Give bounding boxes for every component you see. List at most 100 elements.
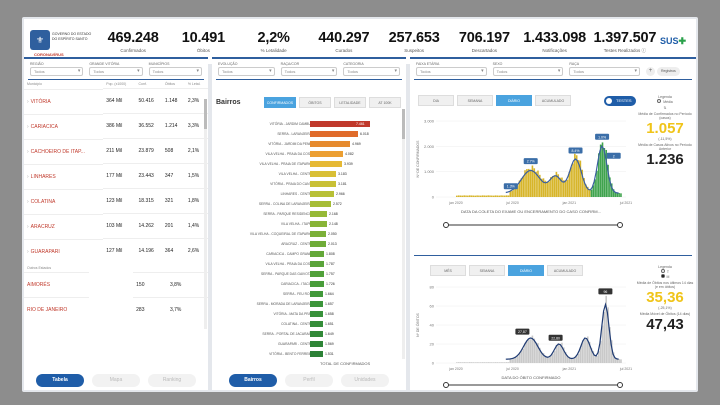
other-states-header: Outros Estados [27,265,52,270]
info-icon[interactable]: ⓘ [641,47,647,53]
table-row[interactable]: › ARACRUZ 103 Mil 14.262 201 1,4% [24,213,208,239]
tab-letalidade[interactable]: LETALIDADE [334,97,366,108]
col-letal[interactable]: % Letal. [187,82,201,86]
bairro-bar-row[interactable]: VILA VELHA - PRAIA DE ITAPARICA 3.939 [259,161,353,167]
tab-diario-obitos[interactable]: DIÁRIO [508,265,544,276]
add-icon[interactable]: + [646,66,656,76]
registros-button[interactable]: Registros [657,66,680,76]
data-bar [468,362,471,363]
data-bar [479,195,482,197]
bairros-bar-chart: VITÓRIA - JARDIM CAMBURI 7.461 SERRA - LAR… [212,121,406,361]
bairro-bar-row[interactable]: VILA VELHA - PRAIA DA COSTA 4.082 [265,151,354,157]
data-bar [575,155,578,197]
tab-acumulado-obitos[interactable]: ACUMULADO [547,265,583,276]
filter-categoria[interactable]: Categoria Todos [343,62,401,76]
bairro-bar-row[interactable]: SERRA - FEU ROSA 1.664 [283,291,334,297]
filter-grande-vitoria[interactable]: Grande Vitória Todos [89,62,143,76]
col-conf[interactable]: Conf. [138,82,147,86]
x-tick-label: jul 2021 [619,367,632,371]
bairro-bar-row[interactable]: COLATINA - CENTRO 1.651 [281,321,334,327]
tab-tabela[interactable]: Tabela [36,374,84,387]
tab-confirmados[interactable]: CONFIRMADOS [264,97,296,108]
bairro-bar-row[interactable]: CARIACICA - CAMPO GRANDE 1.808 [266,251,335,257]
table-row[interactable]: › CARIACICA 386 Mil 36.552 1.214 3,3% [24,113,208,139]
data-bar [500,362,502,363]
tab-diario[interactable]: DIÁRIO [496,95,532,106]
table-row[interactable]: › COLATINA 123 Mil 18.315 321 1,8% [24,188,208,214]
bairro-bar-row[interactable]: SERRA - PORTAL DE JACARAÍPE 1.649 [262,331,334,337]
middle-scrollbar[interactable] [402,109,405,359]
tab-unidades[interactable]: Unidades [341,374,389,387]
table-row[interactable]: › GUARAPARI 127 Mil 14.196 364 2,6% [24,238,208,264]
bairro-bar-row[interactable]: VITÓRIA - JARDIM DA PENHA 4.969 [268,141,361,147]
tab-mes[interactable]: MÊS [430,265,466,276]
bairro-bar-row[interactable]: SERRA - COLINA DE LARANJEIRAS 2.572 [258,201,342,207]
data-bar [533,168,536,197]
bairro-bar-row[interactable]: VILA VELHA - COQUEIRAL DE ITAPARICA 2.050 [249,231,337,237]
tab-mapa[interactable]: Mapa [92,374,140,387]
y-axis-label: Nº DE ÓBITOS [415,312,420,336]
program-logo-text: CORONAVÍRUS [34,51,64,57]
bairro-bar-row[interactable]: VILA VELHA - PRAIA DA COSTA 1.787 [265,261,335,267]
data-bar [557,343,560,363]
tab-semana-obitos[interactable]: SEMANA [469,265,505,276]
bairro-bar-row[interactable]: VILA VELHA - ITAPUÃ 2.148 [280,221,338,227]
tab-at100k[interactable]: AT 100K [369,97,401,108]
legend-item[interactable]: Média [636,99,694,104]
col-obitos[interactable]: Óbitos [164,82,176,86]
table-row[interactable]: › VITÓRIA 364 Mil 50.416 1.148 2,3% [24,88,208,114]
tab-bairros[interactable]: Bairros [229,374,277,387]
data-bar [472,362,475,363]
x-tick-label: jul 2020 [506,201,519,205]
bairro-bar-row[interactable]: VITÓRIA - MATA DA PRAIA 1.658 [273,311,334,317]
table-row[interactable]: AIMORÉS 150 3,8% [24,271,208,297]
tab-obitos[interactable]: ÓBITOS [299,97,331,108]
tab-perfil[interactable]: Perfil [285,374,333,387]
filter-raca[interactable]: Raça Todos [569,62,641,76]
table-row[interactable]: RIO DE JANEIRO 283 3,7% [24,296,208,322]
filter-sexo[interactable]: Sexo Todos [492,62,564,76]
data-bar [465,362,467,363]
bairro-bar-row[interactable]: SERRA - PARQUE RESIDENCIAL 2.168 [263,211,338,217]
bairro-bar-row[interactable]: ARACRUZ - CENTRO 2.013 [281,241,337,247]
testes-toggle[interactable]: TESTES [604,96,636,106]
data-bar [509,191,512,197]
tab-acumulado[interactable]: ACUMULADO [535,95,571,106]
tab-semana[interactable]: SEMANA [457,95,493,106]
filter-raca-cor[interactable]: Raça/Cor Todos [280,62,338,76]
filter-regiao[interactable]: Região Todos [30,62,84,76]
filter-municipios[interactable]: Municípios Todos [148,62,202,76]
bairro-bar-row[interactable]: VITÓRIA - BENTO FERREIRA 1.531 [269,351,334,357]
data-bar [511,190,513,197]
data-bar [544,180,547,197]
confirmed-tabs: DIA SEMANA DIÁRIO ACUMULADO [418,95,571,106]
bairro-bar-row[interactable]: CARIACICA - ITACIBÁ 1.726 [280,281,335,287]
bairro-bar-row[interactable]: VITÓRIA - JARDIM CAMBURI 7.461 [212,121,406,127]
data-bar [533,338,536,363]
table-row[interactable]: › LINHARES 177 Mil 23.443 347 1,5% [24,163,208,189]
data-bar [535,342,537,363]
left-scrollbar[interactable] [204,99,207,329]
col-pop[interactable]: Pop. (x1000) [106,82,127,86]
municipios-table: Município Pop. (x1000) Conf. Óbitos % Le… [24,80,208,264]
bairro-bar-row[interactable]: LINHARES - CENTRO 2.966 [280,191,345,197]
bairro-bar-row[interactable]: VITÓRIA - PRAIA DO CANTO 3.181 [270,181,347,187]
table-row[interactable]: › CACHOEIRO DE ITAP... 211 Mil 23.879 508 2,1… [24,138,208,164]
tab-dia[interactable]: DIA [418,95,454,106]
bairro-bar-row[interactable]: SERRA - PARQUE DAS GAIVOTAS 1.757 [260,271,335,277]
tab-ranking[interactable]: Ranking [148,374,196,387]
col-municipio[interactable]: Município [27,82,42,87]
bairro-bar-row[interactable]: VILA VELHA - CENTRO 3.183 [278,171,347,177]
data-bar [585,339,587,363]
data-bar [561,177,563,197]
trend-line [505,144,619,194]
bairro-bar-row[interactable]: GUARAPARI - CENTRO 1.569 [277,341,334,347]
bairro-bar-row[interactable]: SERRA - MORADA DE LARANJEIRAS 1.657 [256,301,334,307]
annotation-label: 96 [603,290,607,294]
filter-evolucao[interactable]: Evolução Todos [218,62,275,76]
bairro-bar-row[interactable]: SERRA - LARANJEIRAS 6.018 [277,131,369,137]
dashboard-frame: ⚜ GOVERNO DO ESTADO DO ESPÍRITO SANTO CO… [22,17,698,392]
filter-faixa-etaria[interactable]: Faixa Etária Todos [416,62,487,76]
annotation-box [503,183,518,190]
data-bar [559,343,561,363]
